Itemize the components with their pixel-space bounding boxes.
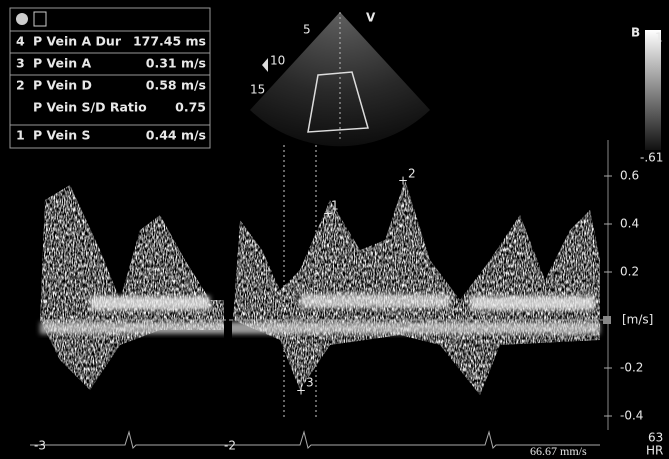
scale-top: 1 [655,31,663,45]
tick-label: 0.4 [620,217,639,231]
mode-label: B [631,26,640,40]
row-index: 2 [16,78,25,93]
row-value: 177.45 ms [133,34,206,49]
sweep-speed: 66.67 mm/s [530,444,587,458]
ultrasound-screen: V 5 10 15 B 1 -.61 4 P Vein A Dur 177.45 m… [0,0,669,459]
velocity-unit: [m/s] [622,313,653,327]
tick-label: 0.6 [620,169,639,183]
gray-bar [645,30,661,150]
baseline-marker [603,316,611,324]
row-value: 0.75 [175,100,206,115]
scale-bottom: -.61 [640,151,663,165]
row-value: 0.44 m/s [146,128,206,143]
tick-label: -0.4 [620,409,643,423]
marker-label: 1 [331,199,339,213]
caliper-cross: + [398,174,408,188]
icon [16,13,28,25]
time-label: -3 [34,439,46,453]
heart-rate: 63 [648,431,663,445]
depth-label: 5 [303,23,311,37]
row-label: P Vein D [33,78,92,93]
row-label: P Vein S [33,128,91,143]
tick-label: 0.2 [620,265,639,279]
depth-label: 15 [250,83,265,97]
row-label: P Vein A Dur [33,34,122,49]
row-label: P Vein S/D Ratio [33,100,147,115]
row-value: 0.31 m/s [146,56,206,71]
sector-label: V [366,11,376,25]
marker-label: 3 [306,376,314,390]
time-label: -2 [224,439,236,453]
measurement-table: 4 P Vein A Dur 177.45 ms 3 P Vein A 0.31 m/s 2… [10,8,210,148]
depth-label: 10 [270,54,285,68]
row-label: P Vein A [33,56,92,71]
marker-label: 2 [408,167,416,181]
tick-label: -0.2 [620,361,643,375]
caliper-cross: + [296,384,306,398]
row-index: 3 [16,56,25,71]
row-index: 4 [16,34,25,49]
row-index: 1 [16,128,25,143]
row-value: 0.58 m/s [146,78,206,93]
heart-rate-label: HR [646,444,663,458]
gap [224,150,232,430]
